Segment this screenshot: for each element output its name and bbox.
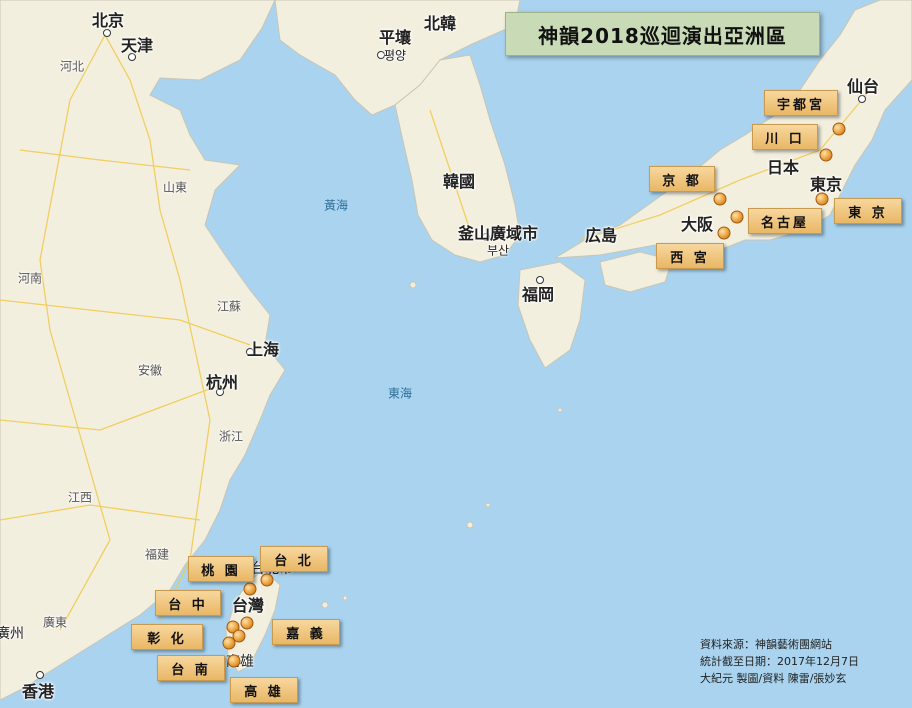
venue-label-nishinomiya[interactable]: 西 宮 [656,243,724,269]
city-dot [482,233,490,241]
venue-label-taipei[interactable]: 台 北 [260,546,328,572]
venue-marker[interactable] [832,122,846,136]
beijing-label: 北京 [91,11,125,30]
city-dot [536,276,544,284]
city-dot [858,95,866,103]
sendai-label: 仙台 [846,77,880,96]
credits-date: 統計截至日期：2017年12月7日 [700,655,859,668]
china-landmass [0,0,286,701]
road [104,34,211,621]
island [342,595,348,601]
venue-marker[interactable] [815,192,829,206]
korea-landmass [394,54,521,263]
korea-label: 韓國 [442,172,476,191]
venue-marker[interactable] [730,210,744,224]
credits: 資料來源：神韻藝術團網站 統計截至日期：2017年12月7日 大紀元 製圖/資料… [700,636,859,687]
venue-marker[interactable] [232,629,246,643]
shandong-label: 山東 [162,180,188,195]
city-dot [246,348,254,356]
hebei-label: 河北 [59,59,85,74]
fukuoka-label: 福岡 [521,285,555,304]
japan-label: 日本 [766,158,800,177]
shikoku-landmass [599,251,673,293]
venue-marker[interactable] [240,616,254,630]
road [0,299,251,346]
venue-label-kyoto[interactable]: 京 都 [649,166,715,192]
venue-label-taoyuan[interactable]: 桃 園 [188,556,254,582]
venue-label-chiayi[interactable]: 嘉 義 [272,619,340,645]
anhui-label: 安徽 [137,363,163,378]
henan-label: 河南 [17,271,43,286]
road [0,384,221,431]
zhejiang-label: 浙江 [218,429,244,444]
hongkong-label: 香港 [21,682,55,701]
venue-label-taichung[interactable]: 台 中 [155,590,221,616]
venue-marker[interactable] [717,226,731,240]
shanghai-label: 上海 [246,340,280,359]
yellow-sea-label: 黃海 [323,198,349,213]
road [39,34,111,631]
guangdong-label: 廣東 [42,615,68,630]
hiroshima-label: 広島 [584,226,618,245]
venue-label-kaohsiung[interactable]: 高 雄 [230,677,298,703]
venue-marker[interactable] [227,654,241,668]
busan-kr-label: 부산 [486,243,510,258]
island [409,281,417,289]
tianjin-label: 天津 [120,36,154,55]
taiwan-label: 台灣 [231,596,265,615]
venue-marker[interactable] [713,192,727,206]
hangzhou-label: 杭州 [205,373,239,392]
kyushu-landmass [517,261,586,369]
venue-label-utsunomiya[interactable]: 宇都宮 [764,90,838,116]
island [557,407,563,413]
venue-marker[interactable] [260,573,274,587]
island [466,521,474,529]
road [0,504,201,521]
island [485,502,491,508]
venue-marker[interactable] [243,582,257,596]
north-korea-label: 北韓 [423,14,457,33]
venue-marker[interactable] [222,636,236,650]
city-dot [36,671,44,679]
island [321,601,329,609]
pyongyang-label: 平壤 [378,28,412,47]
venue-marker[interactable] [819,148,833,162]
map-title: 神韻2018巡迴演出亞洲區 [505,12,820,56]
credits-source: 資料來源：神韻藝術團網站 [700,638,832,651]
tokyo-map-label: 東京 [809,175,843,194]
road [19,149,191,171]
pyongyang-kr-label: 평양 [383,48,407,63]
venue-label-tainan[interactable]: 台 南 [157,655,225,681]
venue-label-nagoya[interactable]: 名古屋 [748,208,822,234]
city-dot [377,51,385,59]
jiangsu-label: 江蘇 [216,299,242,314]
east-sea-label: 東海 [387,386,413,401]
city-dot [128,53,136,61]
guangzhou-label: 廣州 [0,626,24,642]
city-dot [216,388,224,396]
osaka-label: 大阪 [680,215,714,234]
venue-label-tokyo[interactable]: 東 京 [834,198,902,224]
venue-label-kawaguchi[interactable]: 川 口 [752,124,818,150]
fujian-label: 福建 [144,547,170,562]
jiangxi-label: 江西 [67,490,93,505]
road [429,109,471,231]
venue-label-changhua[interactable]: 彰 化 [131,624,203,650]
credits-author: 大紀元 製圖/資料 陳雷/張妙玄 [700,672,847,685]
busan-label: 釜山廣域市 [457,224,539,243]
city-dot [103,29,111,37]
